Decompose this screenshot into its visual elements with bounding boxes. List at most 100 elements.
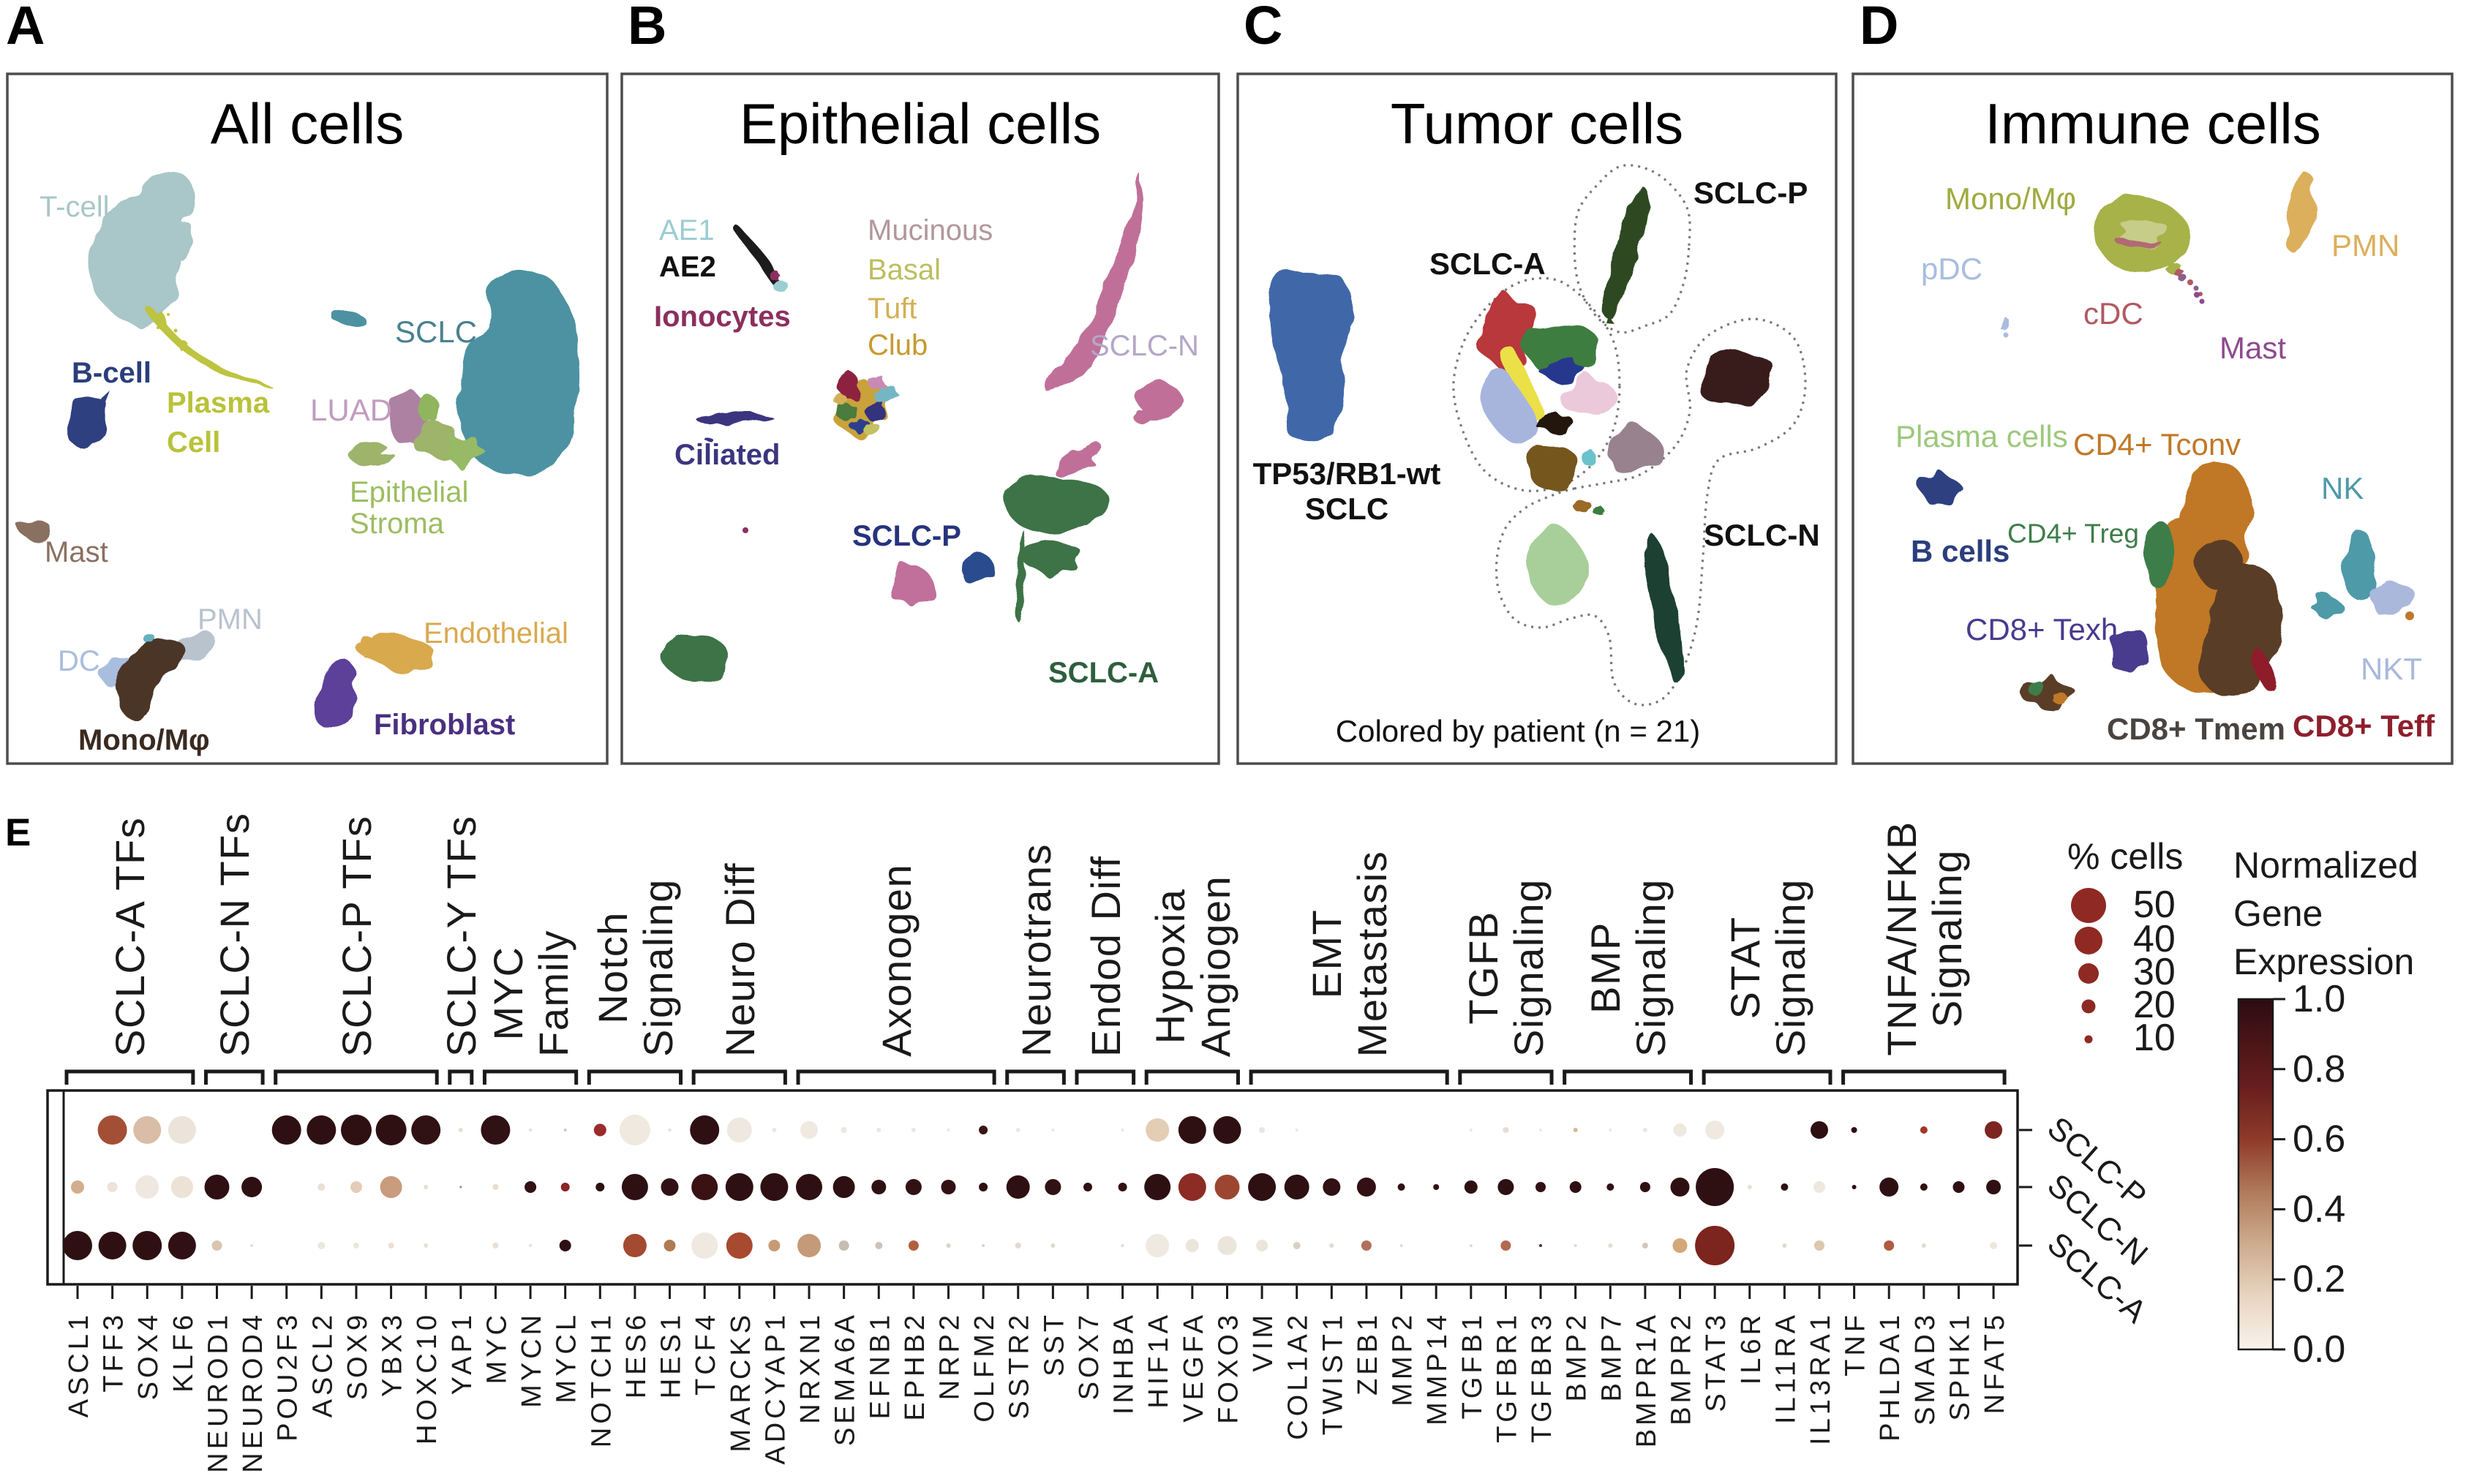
svg-text:TNF: TNF — [1841, 1311, 1871, 1376]
svg-text:Mast: Mast — [2219, 331, 2286, 365]
svg-text:10: 10 — [2133, 1017, 2176, 1059]
svg-text:KLF6: KLF6 — [168, 1311, 199, 1393]
svg-text:T-cell: T-cell — [40, 191, 110, 223]
svg-text:TNFA/NFKB: TNFA/NFKB — [1879, 821, 1925, 1056]
svg-text:SCLC-A: SCLC-A — [1429, 246, 1546, 281]
svg-text:Signaling: Signaling — [635, 878, 681, 1057]
svg-text:CD8+ Tmem: CD8+ Tmem — [2107, 712, 2285, 746]
svg-text:NEUROD1: NEUROD1 — [203, 1311, 233, 1473]
svg-text:Cell: Cell — [167, 426, 220, 459]
svg-text:BMP7: BMP7 — [1596, 1311, 1627, 1401]
svg-text:YAP1: YAP1 — [447, 1311, 478, 1395]
svg-text:EFNB1: EFNB1 — [865, 1311, 895, 1419]
svg-text:B cells: B cells — [1911, 534, 2010, 568]
svg-text:CD4+ Treg: CD4+ Treg — [2007, 519, 2139, 549]
svg-text:INHBA: INHBA — [1109, 1311, 1140, 1415]
svg-text:MYC: MYC — [481, 1311, 512, 1384]
svg-text:YBX3: YBX3 — [377, 1311, 408, 1397]
svg-text:Signaling: Signaling — [1505, 878, 1552, 1057]
svg-text:NOTCH1: NOTCH1 — [586, 1311, 617, 1447]
svg-text:NRXN1: NRXN1 — [795, 1311, 826, 1424]
svg-text:NKT: NKT — [2361, 652, 2422, 686]
svg-text:ADCYAP1: ADCYAP1 — [760, 1311, 791, 1465]
svg-text:EPHB2: EPHB2 — [900, 1311, 931, 1421]
svg-text:Mucinous: Mucinous — [868, 214, 993, 246]
svg-text:NK: NK — [2321, 471, 2364, 505]
svg-text:STAT3: STAT3 — [1701, 1311, 1732, 1412]
svg-text:SCLC-P TFs: SCLC-P TFs — [334, 816, 380, 1057]
svg-text:POU2F3: POU2F3 — [273, 1311, 304, 1442]
svg-text:MMP14: MMP14 — [1422, 1311, 1453, 1425]
svg-text:SCLC-P: SCLC-P — [852, 520, 961, 552]
svg-text:Mast: Mast — [45, 536, 108, 568]
svg-text:Fibroblast: Fibroblast — [374, 709, 515, 741]
svg-text:EMT: EMT — [1304, 909, 1350, 999]
svg-text:C: C — [1244, 0, 1282, 56]
svg-text:SCLC-N: SCLC-N — [1090, 330, 1199, 362]
svg-text:OLFM2: OLFM2 — [969, 1311, 1000, 1423]
svg-text:Club: Club — [868, 329, 928, 361]
svg-text:MARCKS: MARCKS — [726, 1311, 756, 1453]
svg-text:Metastasis: Metastasis — [1349, 851, 1395, 1058]
svg-text:Signaling: Signaling — [1628, 878, 1674, 1057]
svg-text:SPHK1: SPHK1 — [1944, 1311, 1975, 1421]
svg-text:Epithelial: Epithelial — [350, 476, 468, 508]
svg-text:COL1A2: COL1A2 — [1283, 1311, 1314, 1440]
svg-text:SSTR2: SSTR2 — [1004, 1311, 1035, 1419]
svg-text:Notch: Notch — [590, 911, 636, 1024]
svg-text:NFAT5: NFAT5 — [1980, 1311, 2010, 1414]
svg-text:SCLC-A: SCLC-A — [1048, 657, 1159, 689]
svg-text:pDC: pDC — [1921, 252, 1982, 286]
svg-text:Basal: Basal — [868, 254, 941, 286]
svg-text:MYCL: MYCL — [552, 1311, 582, 1404]
svg-text:VIM: VIM — [1248, 1311, 1279, 1372]
svg-text:Signaling: Signaling — [1767, 878, 1813, 1057]
svg-text:AE1: AE1 — [659, 214, 715, 246]
svg-text:TGFB1: TGFB1 — [1457, 1311, 1488, 1419]
svg-text:Epithelial cells: Epithelial cells — [740, 91, 1101, 156]
svg-text:SST: SST — [1039, 1311, 1070, 1376]
svg-text:IL13RA1: IL13RA1 — [1805, 1311, 1836, 1445]
svg-text:HOXC10: HOXC10 — [412, 1311, 443, 1445]
svg-text:Expression: Expression — [2233, 941, 2414, 982]
svg-text:40: 40 — [2133, 918, 2176, 960]
svg-text:SCLC-P: SCLC-P — [1694, 176, 1808, 210]
svg-text:Mono/Mφ: Mono/Mφ — [78, 724, 210, 756]
svg-text:CD4+ Tconv: CD4+ Tconv — [2073, 427, 2241, 462]
svg-text:Immune cells: Immune cells — [1985, 91, 2320, 156]
svg-text:Mono/Mφ: Mono/Mφ — [1945, 181, 2076, 216]
svg-text:ASCL1: ASCL1 — [64, 1311, 94, 1417]
svg-text:SOX4: SOX4 — [133, 1311, 164, 1400]
svg-text:FOXO3: FOXO3 — [1213, 1311, 1244, 1424]
svg-text:TWIST1: TWIST1 — [1317, 1311, 1348, 1435]
svg-text:0.6: 0.6 — [2293, 1118, 2345, 1161]
svg-text:TCF4: TCF4 — [691, 1311, 721, 1396]
svg-text:% cells: % cells — [2067, 836, 2183, 877]
svg-text:Endod Diff: Endod Diff — [1083, 856, 1129, 1057]
svg-text:20: 20 — [2133, 984, 2176, 1026]
svg-text:PMN: PMN — [198, 603, 263, 636]
svg-text:0.4: 0.4 — [2293, 1188, 2345, 1230]
svg-text:TGFBR3: TGFBR3 — [1527, 1311, 1557, 1443]
svg-text:VEGFA: VEGFA — [1179, 1311, 1209, 1423]
svg-text:AE2: AE2 — [659, 251, 716, 283]
svg-text:0.8: 0.8 — [2293, 1048, 2345, 1091]
svg-text:Neurotrans: Neurotrans — [1013, 843, 1059, 1057]
svg-text:Family: Family — [530, 930, 576, 1057]
svg-text:Plasma cells: Plasma cells — [1895, 419, 2068, 453]
svg-text:ZEB1: ZEB1 — [1353, 1311, 1383, 1396]
svg-text:D: D — [1860, 0, 1898, 56]
svg-text:Tuft: Tuft — [868, 293, 917, 325]
svg-text:ASCL2: ASCL2 — [307, 1311, 338, 1417]
svg-text:SCLC-N TFs: SCLC-N TFs — [211, 813, 257, 1057]
svg-text:Gene: Gene — [2233, 893, 2323, 934]
svg-text:Stroma: Stroma — [350, 508, 445, 540]
svg-text:HES6: HES6 — [621, 1311, 652, 1398]
svg-text:BMP2: BMP2 — [1562, 1311, 1593, 1401]
svg-text:Colored by patient (n = 21): Colored by patient (n = 21) — [1336, 714, 1700, 748]
svg-text:SOX7: SOX7 — [1074, 1311, 1105, 1400]
svg-text:Hypoxia: Hypoxia — [1147, 889, 1193, 1044]
svg-text:SCLC: SCLC — [1305, 491, 1388, 526]
svg-text:TP53/RB1-wt: TP53/RB1-wt — [1253, 456, 1441, 491]
svg-text:SMAD3: SMAD3 — [1910, 1311, 1941, 1425]
